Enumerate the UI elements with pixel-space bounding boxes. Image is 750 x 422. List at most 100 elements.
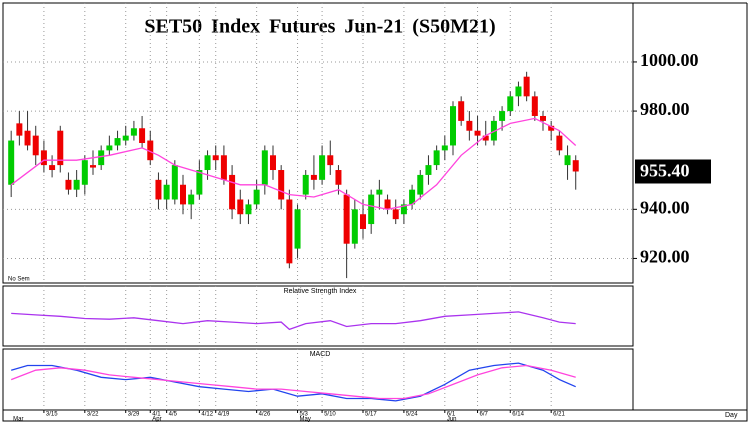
candle-body xyxy=(302,174,309,195)
candle-body xyxy=(360,214,366,229)
candle-body xyxy=(343,194,350,244)
candle-body xyxy=(556,135,563,151)
candle-body xyxy=(572,160,579,172)
candle-body xyxy=(196,170,203,195)
x-tick-label: 6/14 xyxy=(512,412,524,418)
candle-body xyxy=(147,140,154,161)
candle-body xyxy=(351,209,358,244)
x-tick-label: 6/21 xyxy=(553,412,565,418)
moving-average xyxy=(10,117,577,210)
candle-body xyxy=(327,155,334,166)
month-label: Apr xyxy=(152,417,161,422)
x-tick-label: 4/26 xyxy=(259,412,271,418)
candle-body xyxy=(310,174,317,180)
candle-body xyxy=(548,125,555,131)
candle-body xyxy=(458,101,465,121)
candle-body xyxy=(253,189,260,205)
candle-body xyxy=(90,165,96,168)
x-tick-label: 6/1 xyxy=(447,412,456,418)
x-tick-label: 5/3 xyxy=(300,412,309,418)
candle-body xyxy=(474,130,481,136)
x-tick-label: 5/17 xyxy=(365,412,377,418)
candle-body xyxy=(564,155,571,166)
candle-body xyxy=(98,150,105,166)
candle-body xyxy=(229,174,236,210)
x-tick-label: 3/15 xyxy=(46,412,58,418)
candle-body xyxy=(204,155,211,171)
candle-body xyxy=(540,115,546,121)
candle-body xyxy=(425,165,432,175)
candle-body xyxy=(49,165,56,171)
candle-body xyxy=(286,199,293,264)
candle-body xyxy=(294,209,301,249)
candle-body xyxy=(409,189,416,205)
candle-body xyxy=(245,204,252,215)
candle-body xyxy=(73,179,80,190)
indicator-line xyxy=(10,364,576,400)
candle-body xyxy=(523,76,530,97)
indicator-line xyxy=(11,311,576,331)
x-tick-label: 5/24 xyxy=(406,412,418,418)
candle-body xyxy=(384,199,391,210)
candle-body xyxy=(515,86,522,97)
candle-body xyxy=(368,194,375,225)
candle-body xyxy=(139,128,146,143)
candle-body xyxy=(278,170,285,200)
candle-body xyxy=(490,120,497,141)
candle-body xyxy=(122,135,129,141)
candle-body xyxy=(335,170,342,185)
y-tick-label: 1000.00 xyxy=(640,50,699,70)
candle-body xyxy=(106,145,113,151)
candle-body xyxy=(270,155,276,171)
y-tick-label: 940.00 xyxy=(640,197,690,217)
x-tick-label: 4/12 xyxy=(201,412,213,418)
candle-body xyxy=(171,165,178,200)
x-tick-label: 6/7 xyxy=(480,412,489,418)
candle-body xyxy=(40,150,47,166)
candle-body xyxy=(237,199,244,215)
candle-body xyxy=(441,145,448,151)
y-tick-label: 980.00 xyxy=(640,99,690,119)
x-axis-strip xyxy=(2,409,748,422)
rsi-panel xyxy=(2,285,634,347)
note: No Sem xyxy=(8,277,30,283)
rsi-title: Relative Strength Index xyxy=(284,288,357,295)
candle-body xyxy=(57,130,64,166)
x-tick-label: 3/29 xyxy=(128,412,140,418)
candle-body xyxy=(400,204,407,215)
candle-body xyxy=(433,150,440,166)
x-tick-label: 3/22 xyxy=(87,412,99,418)
y-tick-label: 920.00 xyxy=(640,247,690,267)
month-label: Jun xyxy=(447,417,457,422)
candle-body xyxy=(220,155,227,180)
x-unit: Day xyxy=(725,412,738,419)
candle-body xyxy=(531,96,538,116)
price-panel xyxy=(2,2,634,284)
candle-body xyxy=(499,111,506,121)
candle-body xyxy=(155,179,162,200)
candle-body xyxy=(8,140,15,185)
candle-body xyxy=(114,138,121,146)
candle-body xyxy=(32,135,39,156)
candle-body xyxy=(482,135,489,141)
x-tick-label: 4/19 xyxy=(218,412,230,418)
candle-body xyxy=(180,184,186,205)
candle-body xyxy=(376,189,383,195)
month-label: Mar xyxy=(13,417,23,422)
candle-body xyxy=(466,120,473,131)
candle-body xyxy=(163,184,170,200)
candle-body xyxy=(16,123,23,136)
indicator-line xyxy=(11,362,576,402)
candle-body xyxy=(450,106,456,146)
candle-body xyxy=(130,128,137,136)
last-price-box xyxy=(635,159,711,184)
macd-title: MACD xyxy=(310,351,331,358)
candle-body xyxy=(417,174,424,195)
x-tick-label: 5/10 xyxy=(324,412,336,418)
candle-body xyxy=(188,194,195,205)
candle-body xyxy=(507,96,514,112)
x-tick-label: 4/5 xyxy=(169,412,178,418)
candle-body xyxy=(65,179,72,190)
